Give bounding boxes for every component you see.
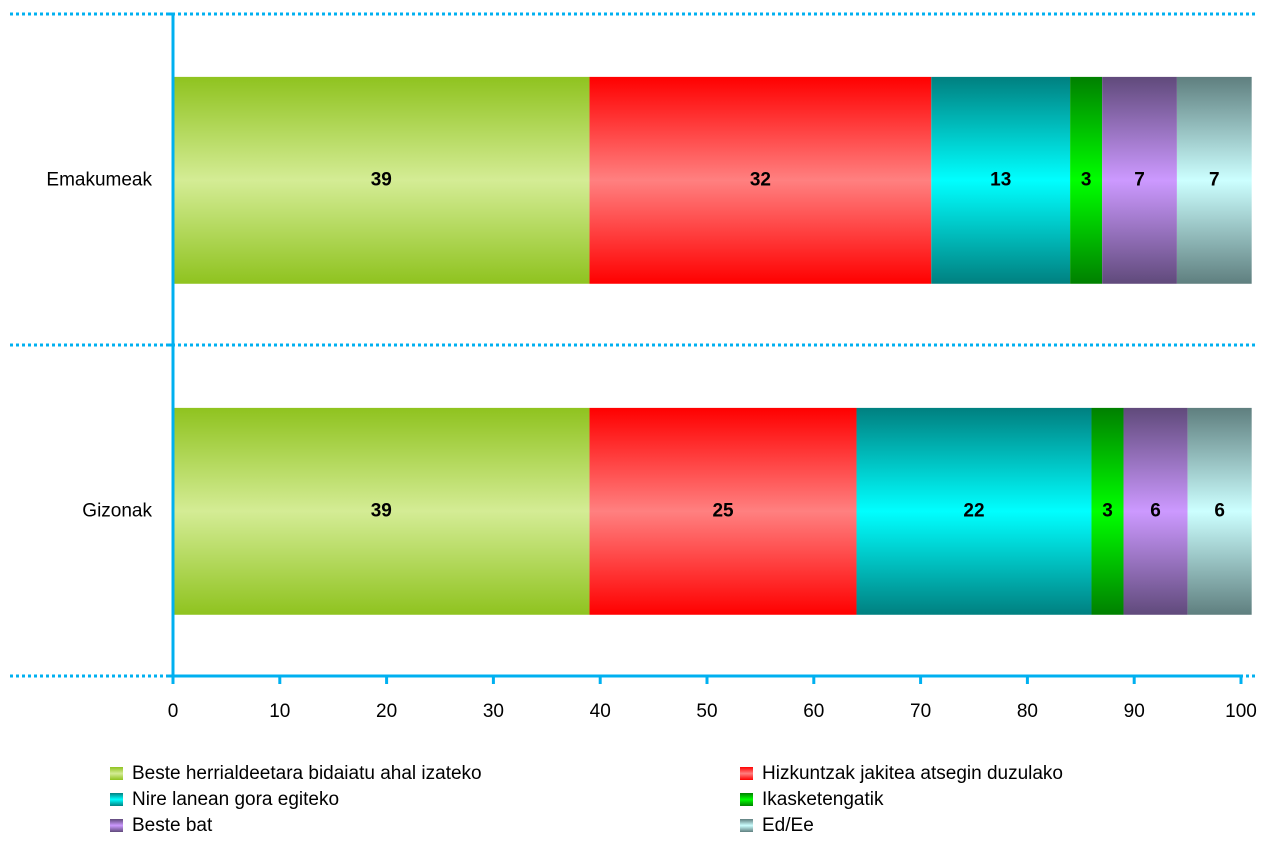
y-tick-label: Gizonak [82, 500, 152, 521]
legend-label: Beste bat [132, 815, 213, 836]
value-label: 6 [1150, 500, 1161, 521]
x-tick-label: 50 [696, 701, 717, 722]
value-label: 7 [1209, 169, 1220, 190]
value-label: 3 [1102, 500, 1113, 521]
x-tick-label: 10 [269, 701, 290, 722]
x-tick-label: 70 [910, 701, 931, 722]
bar-segment [173, 407, 590, 615]
bar-segment [1123, 407, 1188, 615]
bar-segment [589, 407, 857, 615]
bar-segment [1102, 76, 1177, 284]
value-label: 6 [1214, 500, 1225, 521]
legend-label: Beste herrialdeetara bidaiatu ahal izate… [132, 763, 482, 784]
bar-segment [1187, 407, 1252, 615]
value-label: 32 [750, 169, 771, 190]
bar-segment [931, 76, 1071, 284]
value-label: 25 [712, 500, 734, 521]
value-label: 7 [1134, 169, 1145, 190]
legend-marker [740, 793, 753, 806]
x-tick-label: 100 [1225, 701, 1257, 722]
x-tick-label: 30 [483, 701, 504, 722]
value-label: 39 [371, 169, 392, 190]
x-tick-label: 90 [1124, 701, 1145, 722]
bar-segment [1176, 76, 1252, 284]
value-label: 3 [1081, 169, 1092, 190]
legend-marker [110, 793, 123, 806]
legend-marker [740, 767, 753, 780]
y-tick-label: Emakumeak [46, 169, 152, 190]
x-tick-label: 60 [803, 701, 824, 722]
x-tick-label: 20 [376, 701, 397, 722]
bar-segment [589, 76, 932, 284]
x-tick-label: 0 [168, 701, 179, 722]
bar-segment [173, 76, 590, 284]
legend-label: Hizkuntzak jakitea atsegin duzulako [762, 763, 1063, 784]
legend-label: Nire lanean gora egiteko [132, 789, 339, 810]
x-tick-label: 80 [1017, 701, 1038, 722]
value-label: 39 [371, 500, 392, 521]
bar-segment [1091, 407, 1124, 615]
legend-marker [110, 767, 123, 780]
value-label: 22 [963, 500, 984, 521]
legend-label: Ikasketengatik [762, 789, 884, 810]
legend-marker [110, 819, 123, 832]
value-label: 13 [990, 169, 1011, 190]
bar-segment [1070, 76, 1103, 284]
bar-segment [856, 407, 1092, 615]
legend-label: Ed/Ee [762, 815, 814, 836]
x-tick-label: 40 [590, 701, 611, 722]
legend-marker [740, 819, 753, 832]
